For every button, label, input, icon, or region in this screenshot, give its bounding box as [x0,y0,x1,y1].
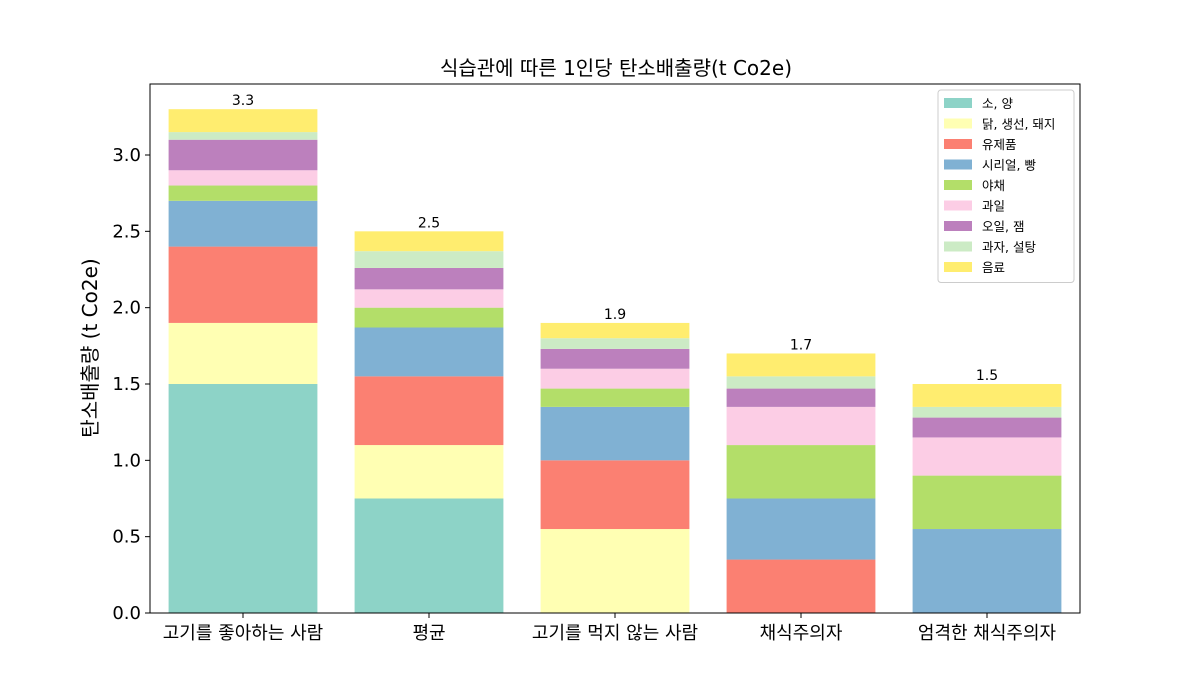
bar-segment [354,445,504,499]
bar-segment [168,109,318,133]
legend-swatch [944,200,972,211]
bar-segment [354,267,504,290]
y-tick-label: 3.0 [112,145,141,166]
bar-total-label: 3.3 [232,93,254,109]
bar-segment [912,406,1062,418]
bar-segment [354,307,504,328]
bar-segment [168,246,318,323]
legend-swatch [944,262,972,272]
legend-label: 오일, 잼 [982,219,1024,234]
bar-segment [168,132,318,140]
legend-box [937,89,1075,283]
x-tick-label: 평균 [412,623,445,644]
legend-label: 야채 [982,178,1005,193]
bar-segment [354,376,504,446]
legend-swatch [944,118,972,129]
bar-segment [354,251,504,268]
bar-segment [912,383,1062,407]
y-axis-label: 탄소배출량 (t Co2e) [78,258,102,437]
bar-segment [912,529,1062,613]
y-tick-label: 0.0 [112,603,141,624]
bar-segment [540,460,690,530]
bar-segment [354,327,504,377]
legend-label: 시리얼, 빵 [982,158,1036,173]
bar-segment [168,383,318,613]
y-tick-label: 1.0 [112,450,141,471]
bar-segment [354,231,504,252]
bar-segment [912,417,1062,438]
bar-segment [726,388,876,407]
legend-label: 유제품 [982,137,1017,152]
bar-segment [540,388,690,407]
bar-total-label: 1.9 [604,307,626,323]
plot-frame [149,83,1081,614]
bar-segment [540,348,690,369]
legend-swatch [944,159,972,170]
bar-segment [726,353,876,377]
bar-total-label: 1.5 [976,368,998,384]
legend-label: 닭, 생선, 돼지 [982,117,1055,132]
bar-segment [726,445,876,499]
bar-segment [354,498,504,613]
bar-segment [168,139,318,171]
legend-swatch [944,139,972,149]
bar-segment [540,529,690,613]
bar-segment [168,322,318,384]
bar-segment [540,406,690,461]
y-tick-label: 2.5 [112,221,141,242]
x-tick-label: 고기를 먹지 않는 사람 [532,623,698,644]
x-tick-label: 엄격한 채식주의자 [918,623,1057,644]
y-tick-label: 0.5 [112,527,141,548]
bar-segment [726,406,876,446]
bar-segment [726,498,876,560]
legend-swatch [944,241,972,252]
x-tick-label: 채식주의자 [760,623,843,644]
bar-segment [168,185,318,201]
x-tick-label: 고기를 좋아하는 사람 [163,623,323,644]
legend-label: 과자, 설탕 [982,240,1036,255]
legend-label: 음료 [982,260,1005,275]
y-tick-label: 2.0 [112,298,141,319]
bar-segment [540,368,690,389]
chart-title: 식습관에 따른 1인당 탄소배출량(t Co2e) [440,56,792,80]
legend-swatch [944,180,972,190]
legend-label: 소, 양 [982,96,1013,111]
bar-segment [168,200,318,247]
legend-swatch [944,98,972,108]
bar-segment [540,338,690,349]
bar-segment [354,289,504,308]
legend-label: 과일 [982,199,1005,214]
legend-swatch [944,221,972,231]
bar-segment [540,322,690,339]
plot-area: 3.3 고기를 좋아하는 사람 2.5 평균 1.9 고기를 먹지 않는 사람 1.7 채식주… [112,83,1081,644]
y-tick-label: 1.5 [112,374,141,395]
bar-segment [912,475,1062,530]
bar-segment [726,376,876,389]
bar-segment [912,437,1062,476]
bar-total-label: 2.5 [418,215,440,231]
bar-total-label: 1.7 [790,337,812,353]
bar-segment [726,559,876,613]
bar-segment [168,170,318,186]
